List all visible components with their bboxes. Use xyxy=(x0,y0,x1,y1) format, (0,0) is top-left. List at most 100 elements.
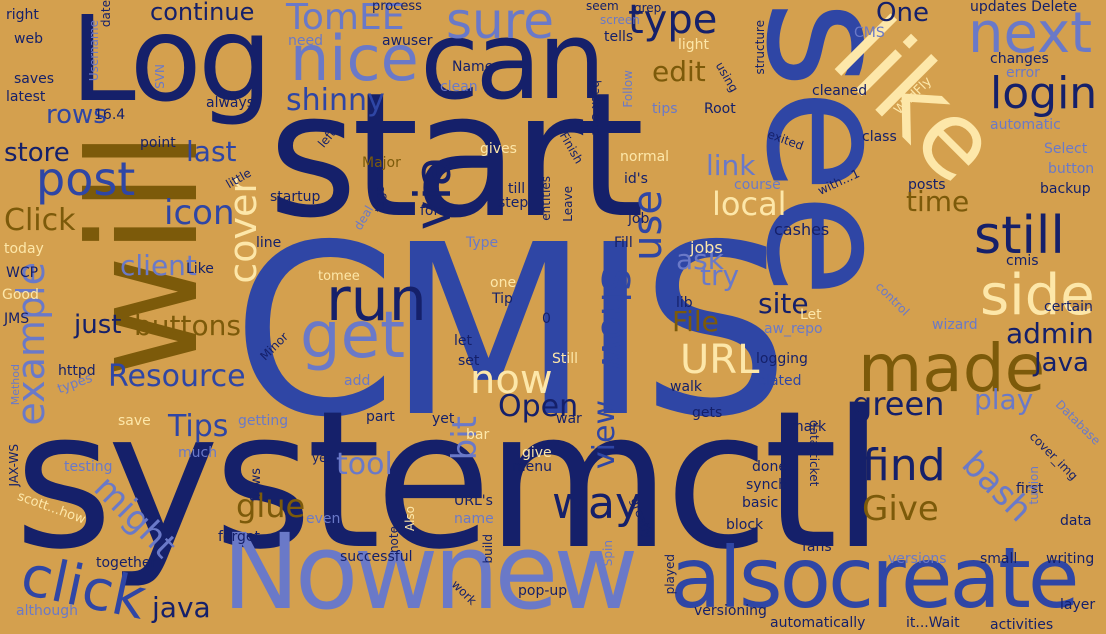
word-also: Also xyxy=(403,506,417,532)
word-time: time xyxy=(906,185,970,218)
word-getting: getting xyxy=(238,413,289,429)
word-logging: logging xyxy=(756,351,808,367)
word-ids: id's xyxy=(624,171,648,187)
word-resource: Resource xyxy=(108,359,246,394)
word-posts: posts xyxy=(908,177,946,193)
word-much: much xyxy=(178,445,218,461)
word-side: side xyxy=(980,263,1095,328)
word-cms: CMS xyxy=(854,25,885,41)
word-job: job xyxy=(628,211,650,227)
word-alsocreate: alsocreate xyxy=(670,529,1080,627)
word-versions: versions xyxy=(888,551,947,567)
word-site: site xyxy=(758,287,809,320)
word-yes: yes xyxy=(312,451,333,465)
word-database: Database xyxy=(1052,397,1104,448)
word-build: build xyxy=(481,534,495,564)
word-wizard: wizard xyxy=(932,317,978,333)
word-cleaned: cleaned xyxy=(812,83,868,99)
word-sure: sure xyxy=(446,0,554,50)
word-backend: back-end xyxy=(589,80,603,136)
word-point: point xyxy=(140,135,176,151)
word-login: login xyxy=(990,68,1098,119)
word-just: just xyxy=(74,310,122,340)
word-war: war xyxy=(556,411,582,427)
word-url: URL xyxy=(680,337,760,383)
word-seem: seem xyxy=(586,0,619,13)
word-versioning: versioning xyxy=(694,603,767,619)
word-structure: structure xyxy=(753,20,767,75)
word-green: green xyxy=(852,385,945,423)
word-continue: continue xyxy=(150,0,255,26)
word-edit: edit xyxy=(652,55,706,88)
word-data-ticket: data_ticket xyxy=(807,420,821,487)
word-itwait: it...Wait xyxy=(906,615,960,631)
word-tomee: TomEE xyxy=(286,0,405,38)
word-v164: 16.4 xyxy=(94,107,126,123)
word-post: post xyxy=(36,152,136,206)
word-cmis-lower: cmis xyxy=(1006,253,1039,269)
word-urls: URL's xyxy=(454,493,493,509)
word-cmis: CMIS xyxy=(232,194,790,469)
word-forget: forget xyxy=(218,529,260,545)
word-bar: bar xyxy=(466,427,490,443)
word-process: process xyxy=(372,0,422,14)
word-admin: admin xyxy=(1006,317,1094,350)
word-click-cap: Click xyxy=(4,203,76,238)
word-basic: basic xyxy=(742,495,779,511)
word-add: add xyxy=(344,373,371,389)
word-get: get xyxy=(300,299,406,373)
word-open: Open xyxy=(498,389,579,424)
word-now: now xyxy=(470,357,553,403)
word-ask: ask xyxy=(676,243,724,276)
word-flows: flows xyxy=(249,468,264,502)
word-screen: screen xyxy=(600,13,640,27)
word-root: Root xyxy=(704,101,736,117)
word-view: view xyxy=(587,400,622,470)
word-saves: saves xyxy=(14,71,55,87)
word-nownew: Nownew xyxy=(222,511,638,633)
word-try: try xyxy=(700,259,740,292)
word-systemctl: systemctl xyxy=(14,370,885,591)
word-entities: entities xyxy=(539,176,553,221)
word-httpd: httpd xyxy=(58,363,96,379)
word-certain: certain xyxy=(1044,299,1093,315)
word-play: play xyxy=(974,383,1034,416)
word-today: today xyxy=(4,241,44,257)
word-note: note xyxy=(387,526,401,554)
word-together: together xyxy=(96,555,157,571)
word-need: need xyxy=(288,33,323,49)
word-jobs: jobs xyxy=(690,238,723,257)
word-type: type xyxy=(628,0,718,43)
word-course: course xyxy=(734,177,781,193)
word-start: start xyxy=(268,55,645,256)
word-still: still xyxy=(974,206,1065,266)
word-like-cap: Like xyxy=(186,261,214,277)
word-first: first xyxy=(1016,481,1044,497)
word-icon: icon xyxy=(164,193,235,233)
word-testing: testing xyxy=(64,459,113,475)
word-tips-cap: Tips xyxy=(168,409,229,444)
word-let: let xyxy=(454,333,472,349)
word-major: Major xyxy=(362,155,401,171)
word-lib: lib xyxy=(676,295,693,311)
word-shinny: shinny xyxy=(286,83,385,118)
word-automatically: automatically xyxy=(770,615,866,631)
word-client: client xyxy=(120,249,197,282)
word-fill: Fill xyxy=(614,235,633,251)
word-select: Select xyxy=(1044,141,1088,157)
word-java-cap: Java xyxy=(1034,348,1089,378)
word-svn: SVN xyxy=(153,64,167,89)
word-popup: pop-up xyxy=(518,583,568,599)
word-name-lower: name xyxy=(454,511,494,527)
word-updates-delete: updates Delete xyxy=(970,0,1078,15)
word-glue: glue xyxy=(236,487,306,525)
word-jaxws: JAX-WS xyxy=(7,444,21,487)
word-zero: 0 xyxy=(542,311,551,327)
word-yet: yet xyxy=(432,411,455,427)
word-tags: tags xyxy=(373,186,387,212)
word-mark: mark xyxy=(790,419,827,435)
word-file: File xyxy=(672,305,719,338)
word-tool: tool xyxy=(336,447,393,482)
word-buttons: buttons xyxy=(134,309,241,342)
